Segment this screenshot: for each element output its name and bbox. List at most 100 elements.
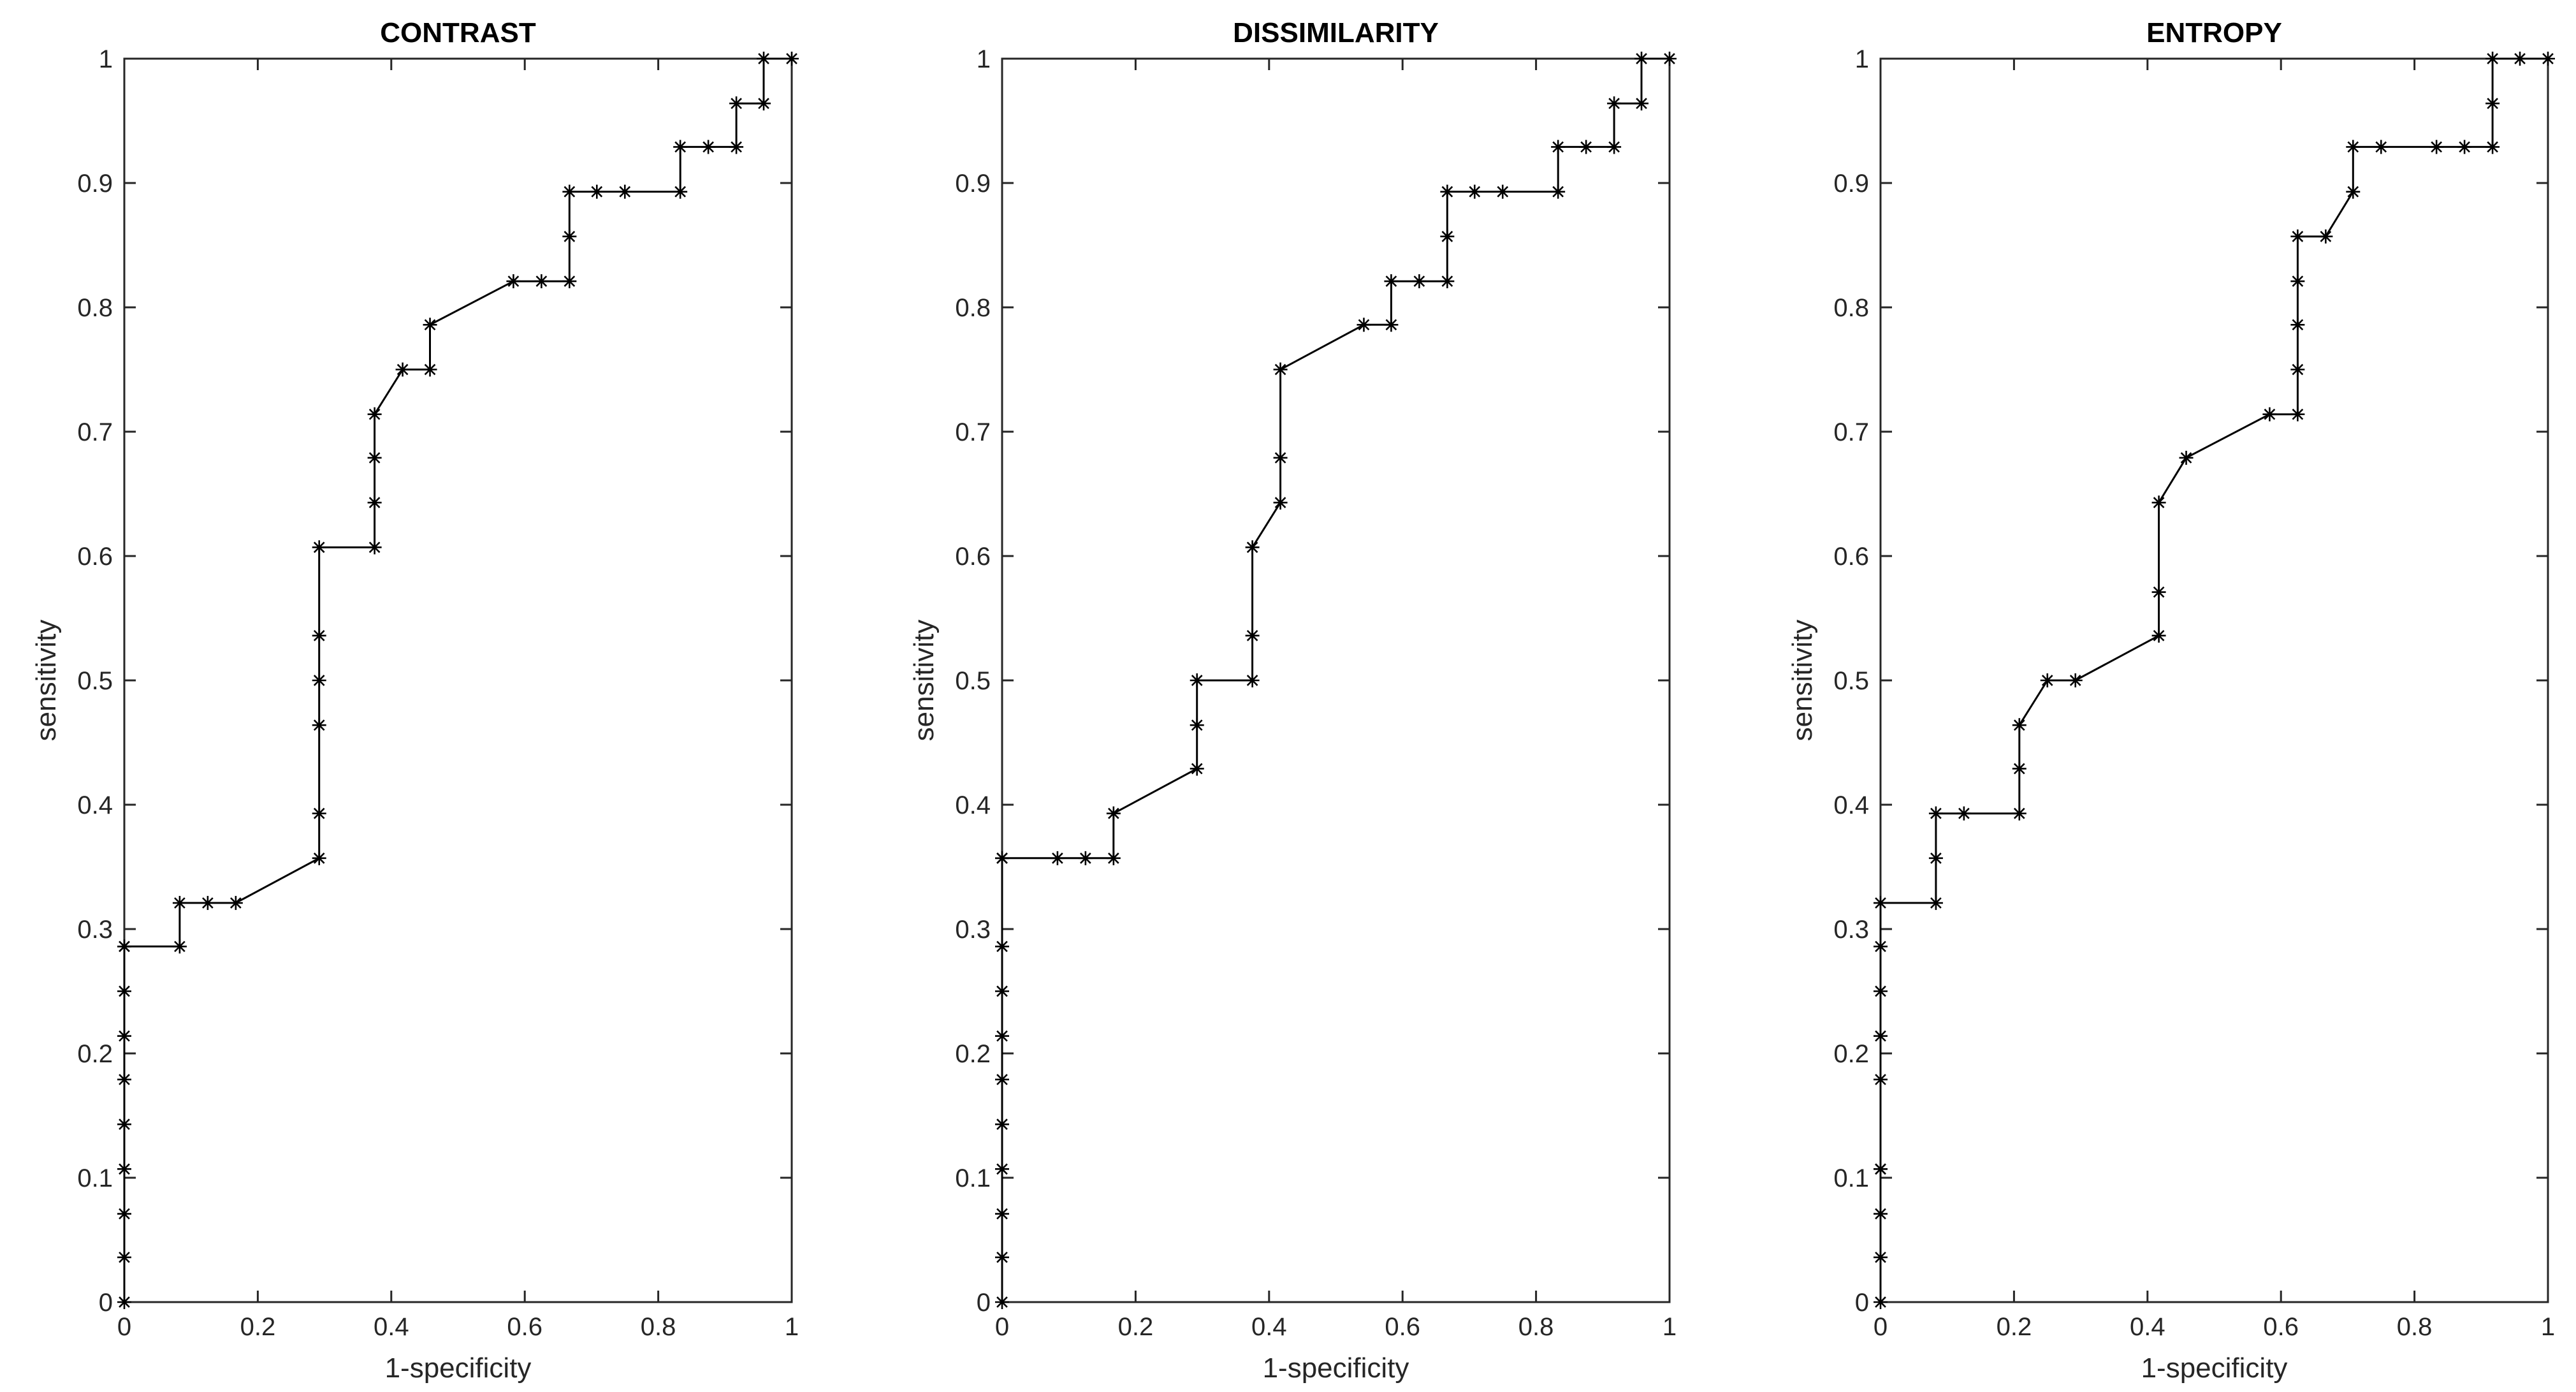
data-point-marker — [423, 362, 437, 377]
data-point-marker — [1928, 806, 1943, 821]
axes-box — [123, 57, 793, 1303]
x-tick-label: 0.8 — [1518, 1313, 1554, 1341]
data-point-marker — [2151, 495, 2166, 510]
data-point-marker — [1467, 184, 1482, 199]
data-point-marker — [1495, 184, 1510, 199]
data-point-marker — [1190, 718, 1204, 733]
data-point-marker — [312, 718, 326, 733]
y-tick-label: 0.6 — [77, 543, 113, 571]
data-point-marker — [1384, 274, 1399, 289]
y-tick-label: 0.3 — [77, 916, 113, 944]
data-point-marker — [1874, 1029, 1888, 1043]
data-point-marker — [1874, 1295, 1888, 1309]
data-point-marker — [729, 96, 744, 111]
y-tick-label: 0.6 — [955, 543, 991, 571]
data-point-marker — [312, 806, 326, 821]
data-point-marker — [367, 450, 382, 465]
data-point-marker — [1874, 896, 1888, 911]
data-point-marker — [1190, 761, 1204, 776]
data-point-marker — [729, 140, 744, 154]
y-tick-label: 0.3 — [1833, 916, 1869, 944]
data-point-marker — [2012, 761, 2027, 776]
y-tick-label: 0.2 — [1833, 1040, 1869, 1068]
data-point-marker — [2012, 718, 2027, 733]
data-point-marker — [618, 184, 632, 199]
y-axis-label: sensitivity — [908, 620, 940, 742]
data-point-marker — [1384, 318, 1399, 332]
data-point-marker — [117, 1250, 131, 1264]
data-point-marker — [1663, 52, 1677, 66]
data-point-marker — [117, 939, 131, 954]
data-point-marker — [1928, 896, 1943, 911]
x-tick-label: 0.6 — [2263, 1313, 2299, 1341]
x-tick-label: 0.4 — [374, 1313, 409, 1341]
roc-panel-1: 0 0.2 0.4 0.6 0.8 1 0 0.1 0.2 0.3 0.4 0.5 0.6 0.7 0.8 0… — [31, 17, 799, 1384]
data-point-marker — [2179, 450, 2194, 465]
y-tick-label: 0.7 — [955, 418, 991, 446]
x-tick-label: 0.2 — [1118, 1313, 1154, 1341]
data-point-marker — [117, 1117, 131, 1132]
panel-title: ENTROPY — [2146, 17, 2282, 48]
data-point-marker — [2457, 140, 2472, 154]
data-point-marker — [673, 140, 688, 154]
data-point-marker — [1273, 495, 1288, 510]
y-tick-label: 0.4 — [77, 791, 113, 819]
data-point-marker — [562, 229, 577, 244]
data-point-marker — [228, 896, 243, 911]
roc-curve-line — [1879, 57, 2548, 1302]
y-tick-label: 0.2 — [955, 1040, 991, 1068]
data-point-marker — [2290, 407, 2305, 421]
roc-curve-line — [1001, 57, 1670, 1302]
data-point-marker — [117, 984, 131, 999]
data-point-marker — [1078, 851, 1093, 865]
data-point-marker — [2012, 806, 2027, 821]
data-point-marker — [701, 140, 716, 154]
roc-panel-2: 0 0.2 0.4 0.6 0.8 1 0 0.1 0.2 0.3 0.4 0.5 0.6 0.7 0.8 0… — [908, 17, 1677, 1384]
y-tick-label: 1 — [977, 45, 991, 73]
data-point-marker — [1579, 140, 1594, 154]
data-point-marker — [1106, 851, 1121, 865]
data-point-marker — [995, 1117, 1009, 1132]
x-tick-label: 0.6 — [507, 1313, 542, 1341]
data-point-marker — [562, 274, 577, 289]
data-point-marker — [1634, 96, 1649, 111]
data-point-marker — [562, 184, 577, 199]
data-point-marker — [757, 96, 771, 111]
data-point-marker — [200, 896, 215, 911]
x-tick-label: 0.6 — [1385, 1313, 1420, 1341]
y-tick-label: 0.9 — [77, 170, 113, 198]
data-point-marker — [1551, 184, 1566, 199]
data-point-marker — [1412, 274, 1427, 289]
data-point-marker — [2068, 673, 2083, 687]
x-tick-label: 0.2 — [1997, 1313, 2032, 1341]
data-point-marker — [590, 184, 604, 199]
x-tick-label: 0.4 — [2130, 1313, 2165, 1341]
data-point-marker — [2485, 140, 2500, 154]
data-point-marker — [117, 1072, 131, 1087]
data-point-marker — [2374, 140, 2389, 154]
data-point-marker — [673, 184, 688, 199]
data-point-marker — [1634, 52, 1649, 66]
y-tick-label: 0.6 — [1833, 543, 1869, 571]
y-tick-label: 0.2 — [77, 1040, 113, 1068]
y-tick-label: 0.5 — [1833, 667, 1869, 695]
data-point-marker — [534, 274, 549, 289]
data-point-marker — [1607, 140, 1622, 154]
x-tick-label: 0 — [117, 1313, 131, 1341]
data-point-marker — [995, 1072, 1009, 1087]
data-point-marker — [506, 274, 521, 289]
x-axis-label: 1-specificity — [2141, 1352, 2288, 1384]
y-tick-label: 0.3 — [955, 916, 991, 944]
y-tick-label: 0.8 — [1833, 294, 1869, 322]
data-point-marker — [2151, 628, 2166, 643]
panel-title: CONTRAST — [380, 17, 536, 48]
y-tick-label: 0.5 — [955, 667, 991, 695]
x-tick-label: 1 — [1663, 1313, 1677, 1341]
x-axis-label: 1-specificity — [1263, 1352, 1409, 1384]
data-point-marker — [2485, 52, 2500, 66]
data-point-marker — [117, 1206, 131, 1221]
y-tick-label: 0.1 — [77, 1164, 113, 1192]
x-tick-label: 0.2 — [240, 1313, 276, 1341]
data-point-marker — [312, 673, 326, 687]
